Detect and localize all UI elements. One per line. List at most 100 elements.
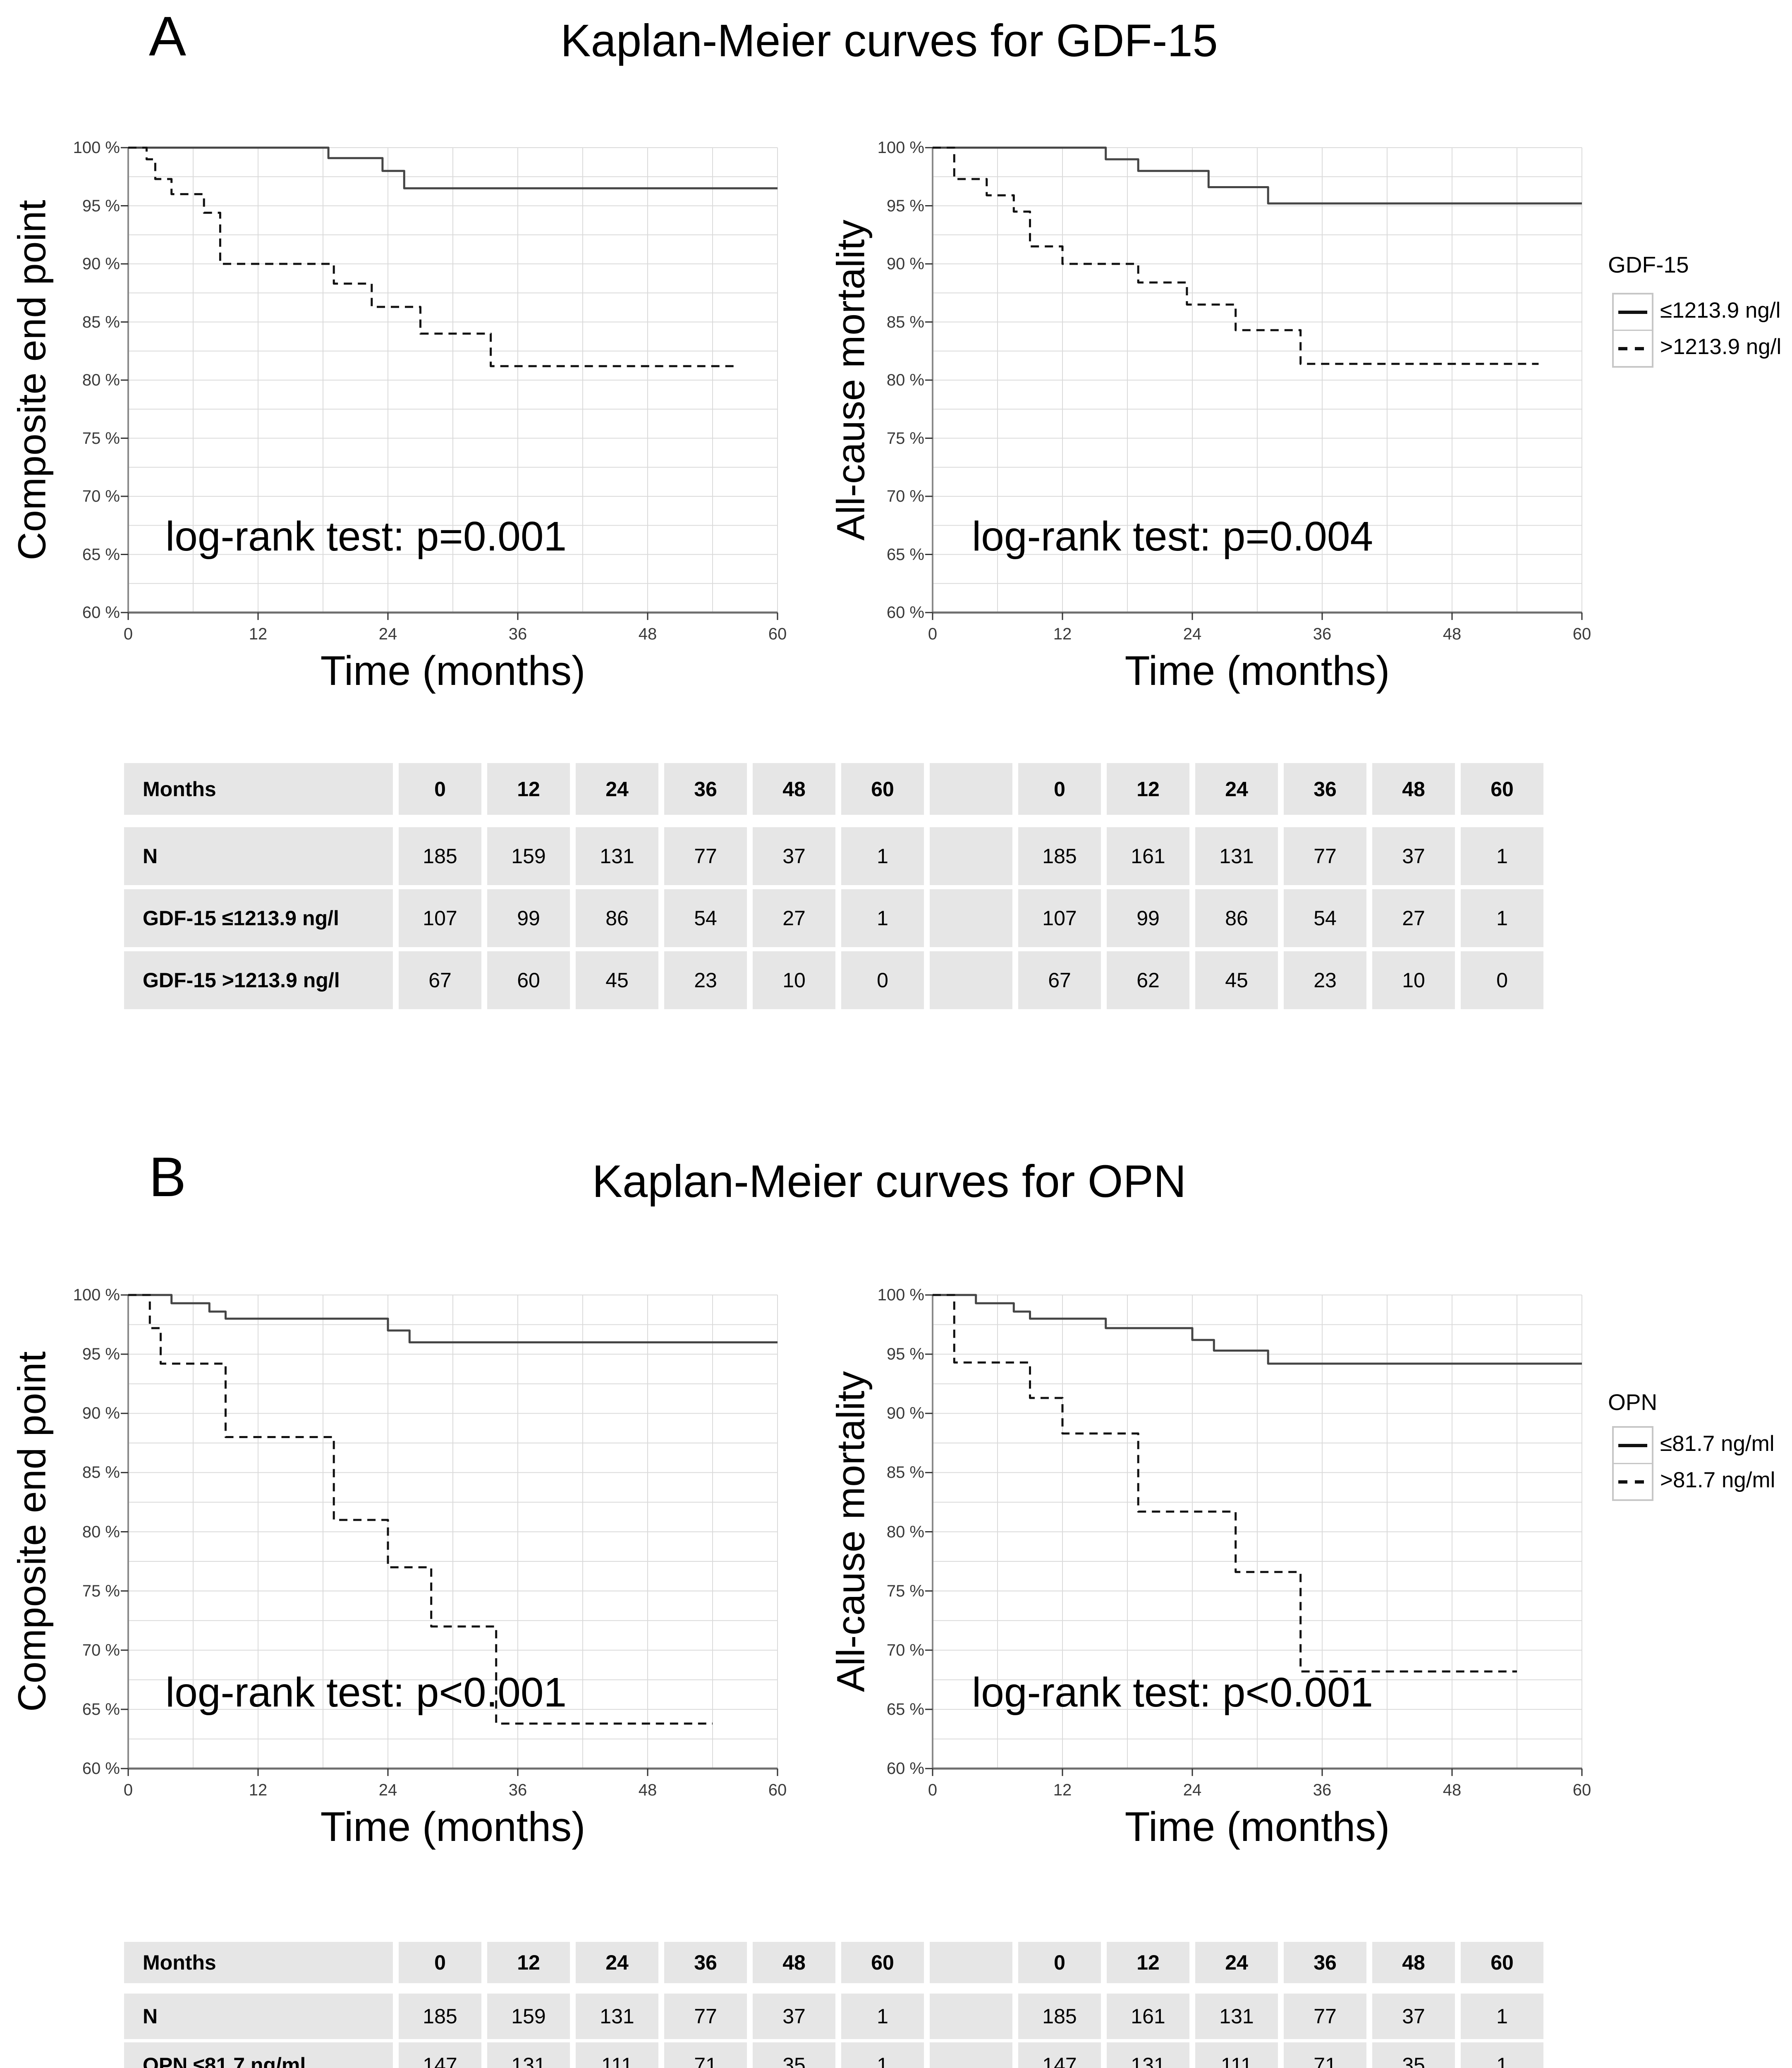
x-tick-label: 0 — [928, 1781, 938, 1799]
risk-table-cell: 23 — [664, 951, 747, 1009]
risk-table-cell: 67 — [1018, 951, 1101, 1009]
panel-a-label: A — [149, 5, 187, 67]
risk-table-row-label: N — [124, 827, 393, 885]
risk-table-cell: 1 — [1461, 2042, 1543, 2068]
legend-dashed-line-sample — [1614, 330, 1652, 366]
risk-table-cell: 147 — [399, 2042, 481, 2068]
logrank-annotation-a-mortality: log-rank test: p=0.004 — [972, 513, 1373, 560]
risk-table-cell: 36 — [1284, 763, 1366, 815]
km-curve-dashed — [128, 1294, 713, 1725]
risk-table-cell: 107 — [399, 889, 481, 947]
km-curve-solid — [128, 146, 778, 189]
risk-table-cell: 131 — [576, 1994, 658, 2039]
risk-table-spacer-cell — [930, 951, 1012, 1009]
legend-solid-line-sample — [1614, 294, 1652, 330]
legend-opn-item-low: ≤81.7 ng/ml — [1660, 1431, 1775, 1456]
risk-table-cell: 99 — [1107, 889, 1189, 947]
x-tick-label: 60 — [1572, 625, 1591, 643]
km-a-composite-canvas — [121, 146, 778, 620]
risk-table-cell: 54 — [1284, 889, 1366, 947]
risk-table-cell: 86 — [576, 889, 658, 947]
risk-table-cell: 131 — [487, 2042, 570, 2068]
risk-table-cell: 12 — [487, 1942, 570, 1983]
risk-table-cell: 159 — [487, 827, 570, 885]
risk-table-cell: 111 — [576, 2042, 658, 2068]
x-tick-label: 24 — [1183, 625, 1202, 643]
x-tick-label: 36 — [1313, 1781, 1332, 1799]
x-tick-label: 36 — [508, 1781, 527, 1799]
km-plot-a-mortality: 0 12 24 36 48 60 100 % 95 % 90 % 85 % 80 % 75 % 70 %… — [878, 139, 1591, 643]
risk-table-row: N 185 159 131 77 37 1 185 161 131 77 37 1 — [124, 1994, 1543, 2039]
y-tick-label: 65 % — [886, 1700, 924, 1719]
risk-table-header-row: Months 0 12 24 36 48 60 0 12 24 36 48 60 — [124, 763, 1543, 815]
risk-table-cell: 12 — [1107, 1942, 1189, 1983]
x-tick-label: 48 — [638, 625, 657, 643]
risk-table-cell: 185 — [1018, 1994, 1101, 2039]
risk-table-row: OPN ≤81.7 ng/ml 147 131 111 71 35 1 147 131 111 71… — [124, 2042, 1543, 2068]
risk-table-header-row: Months 0 12 24 36 48 60 0 12 24 36 48 60 — [124, 1942, 1543, 1983]
risk-table-cell: 37 — [753, 827, 835, 885]
y-tick-label: 90 % — [886, 1404, 924, 1423]
risk-table-cell: 107 — [1018, 889, 1101, 947]
logrank-annotation-a-composite: log-rank test: p=0.001 — [165, 513, 567, 560]
y-tick-label: 70 % — [82, 487, 120, 505]
y-tick-label: 100 % — [73, 1286, 120, 1304]
risk-table-row-label: OPN ≤81.7 ng/ml — [124, 2042, 393, 2068]
risk-table-cell: 36 — [1284, 1942, 1366, 1983]
km-curve-dashed — [128, 146, 735, 367]
km-b-mortality-canvas — [925, 1294, 1583, 1776]
risk-table-cell: 0 — [841, 951, 924, 1009]
risk-table-cell: 99 — [487, 889, 570, 947]
panel-a-title: Kaplan-Meier curves for GDF-15 — [560, 15, 1218, 66]
y-tick-label: 95 % — [82, 196, 120, 215]
risk-table-cell: 24 — [1195, 1942, 1278, 1983]
risk-table-cell: 161 — [1107, 827, 1189, 885]
risk-table-cell: 77 — [664, 1994, 747, 2039]
risk-table-cell: 48 — [1372, 1942, 1455, 1983]
x-tick-label: 12 — [1053, 1781, 1072, 1799]
risk-table-cell: 10 — [753, 951, 835, 1009]
risk-table-cell: 159 — [487, 1994, 570, 2039]
y-tick-label: 60 % — [886, 1759, 924, 1778]
risk-table-row-label: Months — [124, 763, 393, 815]
y-tick-label: 95 % — [886, 196, 924, 215]
risk-table-cell: 0 — [1018, 763, 1101, 815]
risk-table-cell: 60 — [1461, 1942, 1543, 1983]
y-tick-label: 80 % — [82, 371, 120, 389]
risk-table-gdf15: Months 0 12 24 36 48 60 0 12 24 36 48 60 N 185 159 131 77… — [124, 763, 1543, 1013]
risk-table-cell: 77 — [1284, 1994, 1366, 2039]
x-tick-label: 24 — [378, 1781, 397, 1799]
risk-table-cell: 77 — [664, 827, 747, 885]
risk-table-spacer-cell — [930, 763, 1012, 815]
risk-table-row-label: GDF-15 ≤1213.9 ng/l — [124, 889, 393, 947]
risk-table-cell: 67 — [399, 951, 481, 1009]
panel-b-label: B — [149, 1146, 187, 1208]
dashed-line-icon — [1618, 347, 1647, 350]
risk-table-row-label: N — [124, 1994, 393, 2039]
legend-opn-title: OPN — [1608, 1389, 1658, 1415]
risk-table-cell: 37 — [753, 1994, 835, 2039]
risk-table-cell: 1 — [841, 827, 924, 885]
risk-table-cell: 1 — [1461, 889, 1543, 947]
risk-table-cell: 86 — [1195, 889, 1278, 947]
y-tick-label: 70 % — [82, 1641, 120, 1659]
x-tick-label: 60 — [768, 1781, 787, 1799]
km-curve-solid — [128, 1294, 778, 1343]
y-tick-label: 65 % — [82, 1700, 120, 1719]
x-tick-label: 36 — [1313, 625, 1332, 643]
x-axis-title-b-mortality: Time (months) — [1124, 1804, 1390, 1850]
risk-table-cell: 27 — [1372, 889, 1455, 947]
y-tick-label: 90 % — [82, 1404, 120, 1423]
risk-table-cell: 111 — [1195, 2042, 1278, 2068]
legend-gdf15-title: GDF-15 — [1608, 252, 1689, 278]
risk-table-cell: 54 — [664, 889, 747, 947]
risk-table-cell: 71 — [1284, 2042, 1366, 2068]
risk-table-cell: 77 — [1284, 827, 1366, 885]
y-tick-label: 85 % — [886, 1463, 924, 1482]
risk-table-cell: 1 — [841, 2042, 924, 2068]
km-curve-solid — [933, 1294, 1582, 1365]
risk-table-cell: 48 — [1372, 763, 1455, 815]
risk-table-row: N 185 159 131 77 37 1 185 161 131 77 37 1 — [124, 827, 1543, 885]
y-tick-label: 100 % — [73, 139, 120, 157]
risk-table-cell: 185 — [399, 1994, 481, 2039]
